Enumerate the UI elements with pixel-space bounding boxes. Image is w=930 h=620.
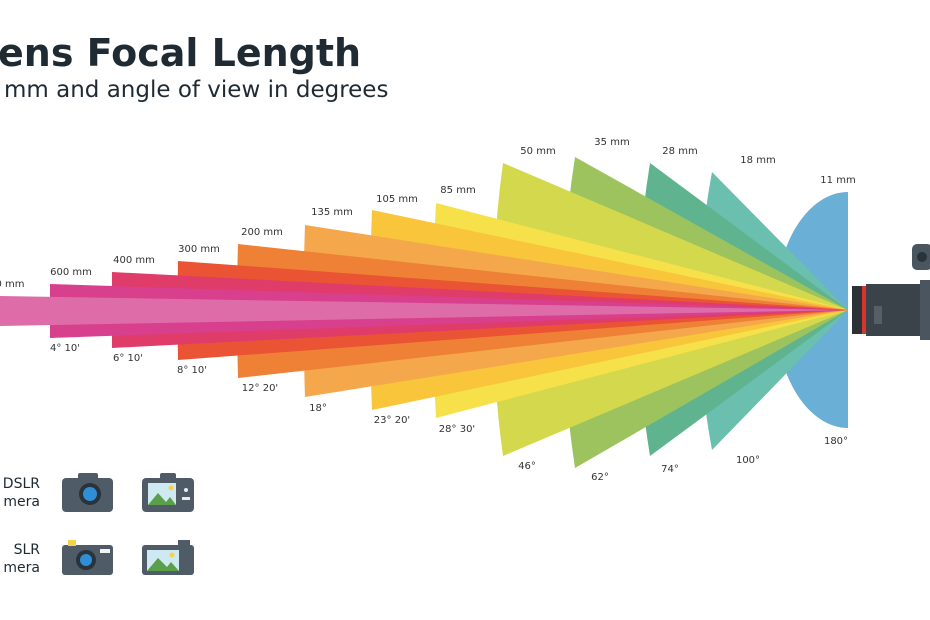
focal-label: 50 mm [520, 146, 555, 157]
angle-label: 46° [518, 461, 536, 472]
focal-label: 200 mm [241, 227, 283, 238]
angle-label: 28° 30' [439, 424, 475, 435]
focal-label: 135 mm [311, 207, 353, 218]
lens-wedge [0, 296, 848, 326]
labels: 11 mm 180° 18 mm 100° 28 mm 74° 35 mm 62° 50 mm 4… [0, 137, 856, 483]
legend-label: SLR [14, 542, 41, 558]
angle-label: 6° 10' [113, 353, 143, 364]
wedges [0, 157, 848, 468]
focal-label: 300 mm [178, 244, 220, 255]
focal-label: 0 mm [0, 279, 25, 290]
title: ens Focal Length [0, 31, 361, 75]
angle-label: 8° 10' [177, 365, 207, 376]
focal-label: 105 mm [376, 194, 418, 205]
focal-label: 35 mm [594, 137, 629, 148]
angle-label: 180° [824, 436, 848, 447]
focal-label: 18 mm [740, 155, 775, 166]
legend-label: DSLR [3, 476, 40, 492]
angle-label: 74° [661, 464, 679, 475]
focal-label: 28 mm [662, 146, 697, 157]
focal-label: 85 mm [440, 185, 475, 196]
legend-label: mera [3, 560, 40, 576]
legend-label: mera [3, 494, 40, 510]
angle-label: 23° 20' [374, 415, 410, 426]
angle-label: 18° [309, 403, 327, 414]
angle-label: 100° [736, 455, 760, 466]
camera [852, 244, 930, 340]
focal-label: 400 mm [113, 255, 155, 266]
angle-label: 62° [591, 472, 609, 483]
legend: DSLR mera SLR mera [3, 476, 40, 576]
focal-label: 11 mm [820, 175, 855, 186]
subtitle: mm and angle of view in degrees [4, 77, 388, 103]
focal-label: 600 mm [50, 267, 92, 278]
angle-label: 12° 20' [242, 383, 278, 394]
angle-label: 4° 10' [50, 343, 80, 354]
legend-icons [62, 473, 194, 575]
